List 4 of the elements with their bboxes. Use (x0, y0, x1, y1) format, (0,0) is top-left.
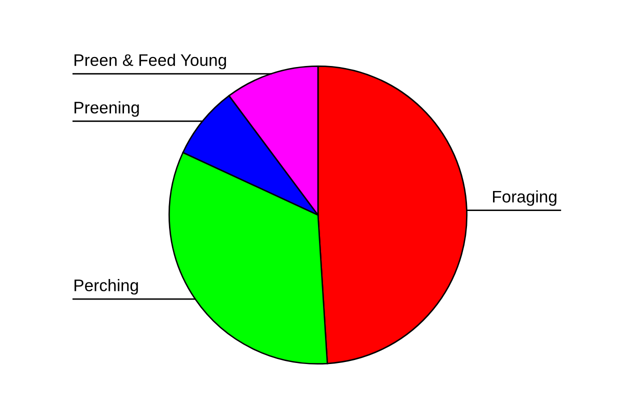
slice-label: Preening (74, 101, 139, 117)
slice-label: Preen & Feed Young (74, 54, 226, 70)
slice-label: Perching (74, 279, 138, 295)
slice-label: Foraging (493, 190, 556, 206)
